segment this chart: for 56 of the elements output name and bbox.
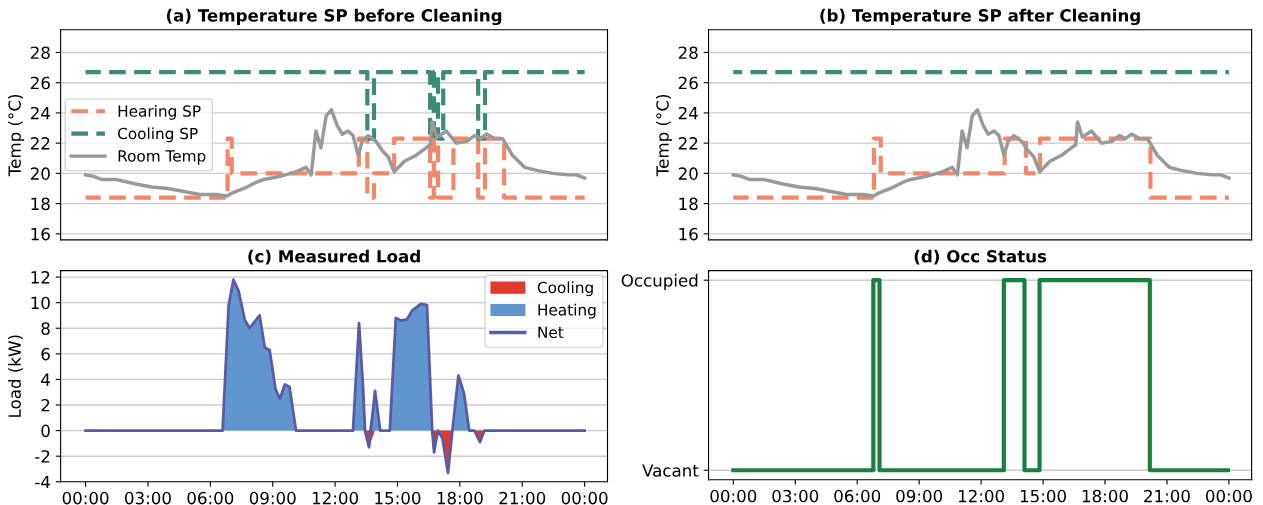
x-tick-label: 18:00 [1082,489,1128,503]
y-tick-label: 2 [41,398,50,412]
chart-title: (b) Temperature SP after Cleaning [820,8,1140,26]
x-tick-label: 06:00 [187,491,234,505]
category-label: Vacant [642,464,699,477]
y-tick-label: 22 [678,137,698,150]
y-tick-label: 24 [678,106,698,120]
y-axis-title: Load (kW) [8,335,23,417]
x-tick-label: 15:00 [375,491,421,505]
y-tick-label: 28 [30,46,50,60]
x-tick-label: 12:00 [958,489,1005,503]
chart-title: (a) Temperature SP before Cleaning [166,8,502,26]
y-tick-label: -2 [35,450,50,463]
y-tick-label: 26 [30,76,50,90]
category-label: Occupied [621,273,698,290]
legend-label: Net [538,326,564,339]
legend-label: Heating [538,303,596,319]
y-tick-label: 8 [41,322,50,335]
legend-label: Hearing SP [118,105,201,120]
chart-title: (c) Measured Load [248,249,420,265]
x-tick-label: 00:00 [561,491,608,505]
legend-label: Cooling [537,281,593,297]
legend-label: Cooling SP [118,127,198,143]
y-tick-label: 6 [41,347,50,361]
y-tick-label: 22 [30,137,50,150]
y-tick-label: -4 [35,475,50,489]
x-tick-label: 00:00 [1206,489,1252,503]
y-tick-label: 0 [41,424,50,438]
legend-label: Room Temp [118,150,206,165]
y-tick-label: 4 [41,373,50,386]
y-tick-label: 18 [679,197,698,211]
y-tick-label: 28 [678,46,698,60]
y-axis-title: Temp (°C) [655,94,673,177]
chart-title: (d) Occ Status [914,249,1047,265]
x-tick-label: 09:00 [249,491,296,505]
x-tick-label: 21:00 [1144,489,1190,503]
y-tick-label: 12 [31,271,50,284]
x-tick-label: 03:00 [772,489,819,503]
y-tick-label: 10 [31,296,50,310]
x-tick-label: 18:00 [437,491,483,505]
y-tick-label: 16 [679,227,698,241]
x-tick-label: 15:00 [1020,489,1066,503]
y-tick-label: 26 [678,76,698,90]
y-tick-label: 18 [31,197,50,211]
y-tick-label: 16 [31,227,50,241]
x-tick-label: 00:00 [710,489,757,503]
y-tick-label: 20 [30,167,50,180]
x-tick-label: 03:00 [125,491,171,505]
y-axis-title: Temp (°C) [8,94,25,177]
x-tick-label: 00:00 [62,491,109,505]
x-tick-label: 12:00 [312,491,359,505]
x-tick-label: 21:00 [499,491,546,505]
x-tick-label: 09:00 [896,489,943,503]
y-tick-label: 20 [678,167,698,180]
y-tick-label: 24 [30,106,50,120]
x-tick-label: 06:00 [834,489,881,503]
